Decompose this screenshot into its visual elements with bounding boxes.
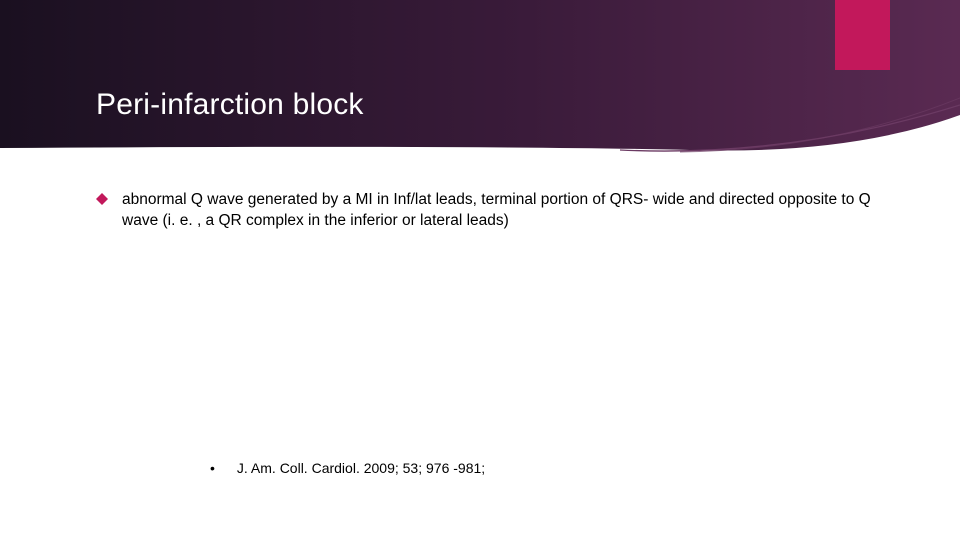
bullet-item: abnormal Q wave generated by a MI in Inf… xyxy=(96,190,896,232)
citation-text: J. Am. Coll. Cardiol. 2009; 53; 976 -981… xyxy=(237,460,485,476)
citation-bullet-icon: • xyxy=(210,460,215,476)
header-band: Peri-infarction block xyxy=(0,0,960,155)
slide: Peri-infarction block abnormal Q wave ge… xyxy=(0,0,960,540)
header-curve-bg xyxy=(0,0,960,155)
bullet-text: abnormal Q wave generated by a MI in Inf… xyxy=(122,190,896,232)
citation: • J. Am. Coll. Cardiol. 2009; 53; 976 -9… xyxy=(210,460,485,476)
body-area: abnormal Q wave generated by a MI in Inf… xyxy=(96,190,896,232)
accent-tab xyxy=(835,0,890,70)
accent-tab-icon xyxy=(835,0,890,70)
diamond-bullet-icon xyxy=(96,193,108,205)
slide-title: Peri-infarction block xyxy=(96,88,364,122)
